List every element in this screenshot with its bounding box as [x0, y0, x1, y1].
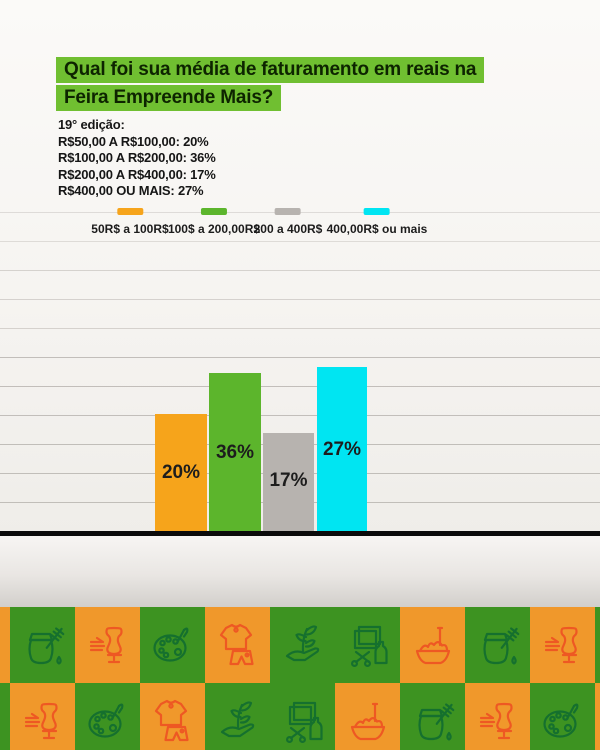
- food-icon: [415, 626, 450, 665]
- food-tile: [0, 607, 10, 683]
- legend-swatch: [201, 208, 227, 215]
- rule-line: [0, 241, 600, 242]
- legend-swatch: [363, 208, 390, 215]
- stats-block: 19° edição: R$50,00 A R$100,00: 20% R$100…: [58, 117, 216, 200]
- jar-icon: [417, 703, 454, 741]
- pottery-icon: [89, 626, 123, 664]
- food-icon: [350, 702, 385, 741]
- pottery-tile: [465, 683, 530, 750]
- stats-line: R$50,00 A R$100,00: 20%: [58, 133, 209, 149]
- legend-label: 100$ a 200,00R$: [167, 222, 261, 236]
- frames-tile: [335, 607, 400, 683]
- pottery-tile: [75, 607, 140, 683]
- legend-label: 200 a 400R$: [253, 222, 323, 236]
- legend-item: 400,00R$ ou mais: [326, 208, 428, 236]
- stats-heading: 19° edição:: [58, 117, 125, 132]
- jar-icon: [27, 627, 64, 665]
- title-line-2: Feira Empreende Mais?: [56, 85, 282, 111]
- pottery-tile: [10, 683, 75, 750]
- jar-tile: [10, 607, 75, 683]
- bar-value-label: 36%: [215, 442, 255, 463]
- paper-bottom-shade: [0, 536, 600, 607]
- pottery-tile: [530, 607, 595, 683]
- legend-swatch: [274, 208, 301, 215]
- palette-icon: [87, 703, 123, 738]
- legend-label: 50R$ a 100R$: [91, 222, 169, 236]
- stats-line: R$200,00 A R$400,00: 17%: [58, 166, 216, 182]
- stats-line: R$400,00 OU MAIS: 27%: [58, 183, 204, 198]
- rule-line: [0, 328, 600, 329]
- food-tile: [335, 683, 400, 750]
- bar-4: 27%: [317, 367, 367, 531]
- plant-icon: [220, 701, 254, 738]
- pottery-icon: [479, 702, 513, 740]
- tshirt-tile: [205, 607, 270, 683]
- palette-tile: [140, 607, 205, 683]
- bar-1: 20%: [155, 414, 207, 531]
- plant-tile: [270, 607, 335, 683]
- jar-tile: [400, 683, 465, 750]
- tshirt-icon: [154, 699, 189, 742]
- jar-tile: [0, 683, 10, 750]
- footer-banner: GOVERNO MUNICIPAL DE QUIXERAMOBIM SDE SE…: [0, 607, 600, 750]
- frames-icon: [350, 625, 388, 667]
- bar-value-label: 27%: [322, 439, 362, 460]
- tshirt-tile: [595, 683, 600, 750]
- legend-item: 200 a 400R$: [253, 208, 323, 236]
- palette-icon: [152, 627, 188, 662]
- palette-tile: [530, 683, 595, 750]
- title-line-1: Qual foi sua média de faturamento em rea…: [56, 57, 485, 83]
- bar-2: 36%: [209, 373, 261, 531]
- plant-icon: [285, 625, 319, 662]
- legend-label: 400,00R$ ou mais: [326, 222, 428, 236]
- legend-item: 100$ a 200,00R$: [168, 208, 260, 236]
- stats-line: R$100,00 A R$200,00: 36%: [58, 150, 216, 165]
- paper-background: Qual foi sua média de faturamento em rea…: [0, 0, 600, 536]
- frames-icon: [285, 701, 323, 743]
- food-tile: [400, 607, 465, 683]
- bar-3: 17%: [263, 433, 314, 531]
- pottery-icon: [24, 702, 58, 740]
- bar-value-label: 20%: [161, 462, 201, 483]
- tshirt-tile: [140, 683, 205, 750]
- tshirt-icon: [219, 623, 254, 666]
- palette-tile: [595, 607, 600, 683]
- plant-tile: [205, 683, 270, 750]
- palette-icon: [542, 703, 578, 738]
- rule-line: [0, 415, 600, 416]
- x-axis-line: [0, 531, 600, 536]
- palette-tile: [75, 683, 140, 750]
- rule-line: [0, 386, 600, 387]
- pottery-icon: [544, 626, 578, 664]
- bar-value-label: 17%: [269, 470, 308, 491]
- legend-item: 50R$ a 100R$: [91, 208, 169, 236]
- footer-logo-bar: GOVERNO MUNICIPAL DE QUIXERAMOBIM SDE SE…: [0, 607, 600, 750]
- jar-icon: [482, 627, 519, 665]
- page-title: Qual foi sua média de faturamento em rea…: [56, 57, 485, 113]
- stats-lines: R$50,00 A R$100,00: 20% R$100,00 A R$200,…: [58, 134, 216, 200]
- rule-line: [0, 270, 600, 271]
- jar-tile: [465, 607, 530, 683]
- legend-swatch: [116, 208, 143, 215]
- footer-tile-row: [0, 607, 600, 683]
- rule-line: [0, 299, 600, 300]
- frames-tile: [270, 683, 335, 750]
- rule-line: [0, 357, 600, 358]
- footer-tile-row: [0, 683, 600, 750]
